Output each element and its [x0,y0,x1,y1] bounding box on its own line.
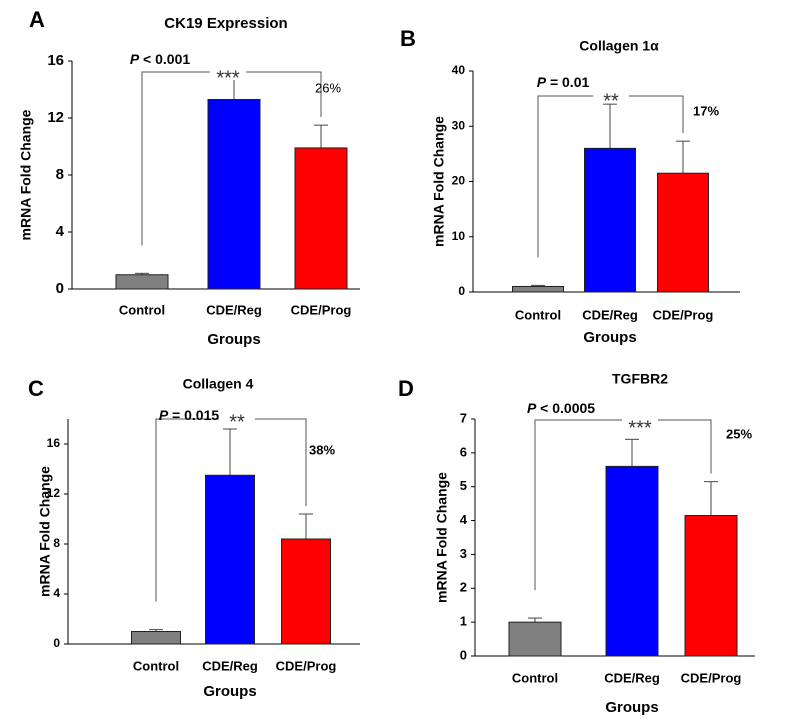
chart-title: CK19 Expression [164,15,287,32]
y-tick-label: 16 [47,52,64,69]
bar-control [512,285,564,293]
percent-label: 17% [693,103,719,118]
stars-background [210,66,246,80]
y-tick-label: 0 [458,284,465,298]
bar-cdereg [584,147,636,293]
category-label: CDE/Prog [653,307,714,322]
y-axis-label: mRNA Fold Change [18,109,34,240]
y-tick-label: 0 [56,280,64,297]
chart-panel-b: B Collagen 1α 0 10 20 30 40 mRNA Fold Change Con… [400,26,740,346]
panel-label: B [400,26,416,51]
chart-title: TGFBR2 [612,371,668,387]
y-tick-label: 20 [452,174,466,188]
y-tick-label: 4 [53,586,60,600]
p-value-label: P = 0.01 [537,74,590,90]
y-tick-label: 4 [460,512,468,527]
panel-label: C [28,376,44,401]
bar-cdereg [605,465,659,657]
bar-cdeprog [657,172,709,293]
chart-title: Collagen 1α [579,38,659,54]
category-label: CDE/Reg [202,658,258,673]
y-tick-label: 4 [56,223,65,240]
y-tick-label: 0 [460,647,467,662]
bar-control [115,274,169,290]
stars-background [622,416,658,430]
category-label: CDE/Prog [681,670,742,685]
x-axis-label: Groups [207,331,260,348]
percent-label: 38% [309,442,335,457]
stars-background [593,89,629,103]
category-label: CDE/Reg [604,670,660,685]
p-value-symbol: P [527,400,537,416]
category-label: Control [133,658,179,673]
y-tick-label: 12 [47,486,61,500]
y-tick-label: 12 [47,109,64,126]
y-tick-label: 1 [460,614,467,629]
p-value-text: = 0.015 [168,407,219,423]
y-tick-label: 8 [56,166,64,183]
y-tick-label: 30 [452,118,466,132]
p-value-text: = 0.01 [546,74,589,90]
p-value-label: P < 0.0005 [527,400,595,416]
p-value-text: < 0.001 [139,51,190,67]
bar-cdereg [207,98,261,290]
y-tick-label: 10 [452,229,466,243]
category-label: Control [512,670,558,685]
significance-stars: ** [229,411,245,433]
bar-cdereg [205,474,255,645]
x-axis-label: Groups [583,329,636,346]
y-axis-label: mRNA Fold Change [37,466,53,597]
bar-cdeprog [281,538,331,645]
p-value-text: < 0.0005 [536,400,595,416]
stars-background [219,410,255,424]
bar-control [508,621,562,657]
y-tick-label: 5 [460,478,467,493]
p-value-label: P < 0.001 [130,51,191,67]
significance-stars: ** [603,90,619,112]
p-value-symbol: P [537,74,547,90]
y-tick-label: 0 [53,636,60,650]
y-tick-label: 8 [53,536,60,550]
bar-cdeprog [294,147,348,290]
percent-label: 25% [726,426,752,441]
y-axis-label: mRNA Fold Change [434,472,450,603]
y-axis-label: mRNA Fold Change [431,116,447,247]
chart-panel-d: D TGFBR2 0 1 2 3 4 5 6 7 mRNA Fold Change Control CD… [398,371,755,716]
category-label: CDE/Prog [291,302,352,317]
panel-label: D [398,376,414,401]
bar-cdeprog [684,514,738,657]
y-tick-label: 6 [460,444,467,459]
y-tick-label: 3 [460,546,467,561]
y-tick-label: 16 [47,436,61,450]
significance-stars: *** [628,417,652,439]
x-axis-label: Groups [203,683,256,700]
significance-stars: *** [216,67,240,89]
category-label: CDE/Reg [206,302,262,317]
p-value-label: P = 0.015 [159,407,220,423]
y-tick-label: 7 [460,410,467,425]
bar-control [131,631,181,645]
p-value-symbol: P [159,407,169,423]
chart-panel-a: A CK19 Expression 0 4 8 12 16 mRNA Fold Change C… [18,7,360,348]
category-label: Control [119,302,165,317]
chart-panel-c: C Collagen 4 0 4 8 12 16 mRNA Fold Change Contro… [28,376,360,700]
percent-label: 26% [315,80,341,95]
category-label: CDE/Reg [582,307,638,322]
chart-title: Collagen 4 [183,376,254,392]
y-tick-label: 40 [452,63,466,77]
p-value-symbol: P [130,51,140,67]
y-tick-label: 2 [460,580,467,595]
x-axis-label: Groups [605,699,658,716]
category-label: CDE/Prog [276,658,337,673]
panel-label: A [29,7,45,32]
category-label: Control [515,307,561,322]
